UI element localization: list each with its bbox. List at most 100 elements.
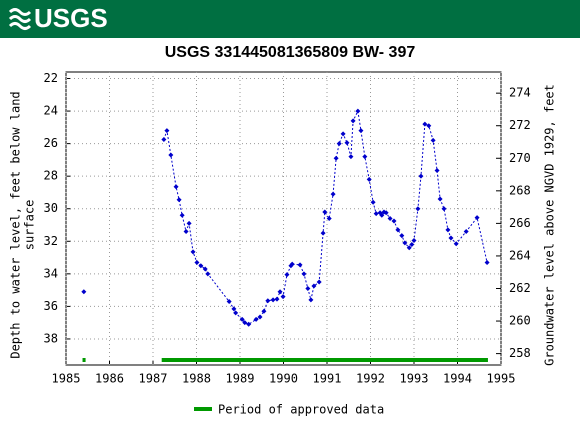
data-point — [173, 184, 179, 190]
y-tick-label: 22 — [44, 71, 58, 85]
data-point — [409, 242, 415, 248]
data-point — [463, 229, 469, 235]
y-tick-label: 36 — [44, 299, 58, 313]
header-bar — [0, 0, 580, 38]
logo-waves — [8, 8, 32, 30]
y-tick-label: 38 — [44, 331, 58, 345]
data-point — [270, 297, 276, 303]
y2-tick-label: 270 — [509, 151, 531, 165]
data-point — [274, 296, 280, 302]
data-point — [257, 314, 263, 320]
x-tick-label: 1986 — [95, 372, 124, 386]
data-point — [426, 123, 432, 129]
data-point — [437, 196, 443, 202]
data-point — [406, 245, 412, 251]
y2-tick-label: 274 — [509, 86, 531, 100]
x-tick-label: 1995 — [487, 372, 516, 386]
data-point — [194, 259, 200, 265]
data-point — [418, 173, 424, 179]
data-point — [246, 321, 252, 327]
data-point — [422, 121, 428, 127]
y-tick-label: 32 — [44, 234, 58, 248]
data-point — [362, 154, 368, 160]
x-tick-label: 1988 — [182, 372, 211, 386]
data-point — [330, 191, 336, 197]
data-point — [277, 289, 283, 295]
data-point — [161, 137, 167, 143]
data-point — [316, 279, 322, 285]
y-tick-label: 34 — [44, 266, 58, 280]
data-point — [226, 299, 232, 305]
data-point — [253, 316, 259, 322]
data-point — [391, 218, 397, 224]
data-point — [183, 229, 189, 235]
data-point — [430, 137, 436, 143]
data-point — [164, 128, 170, 134]
data-point — [395, 227, 401, 233]
data-point — [190, 249, 196, 255]
data-point — [434, 167, 440, 173]
data-point — [402, 240, 408, 246]
data-point — [453, 241, 459, 247]
data-point — [383, 210, 389, 216]
data-point — [168, 152, 174, 158]
data-point — [81, 289, 87, 295]
x-tick-label: 1992 — [356, 372, 385, 386]
y-tick-label: 24 — [44, 104, 58, 118]
data-point — [239, 316, 245, 322]
y2-tick-label: 268 — [509, 183, 531, 197]
y-tick-label: 28 — [44, 169, 58, 183]
x-tick-label: 1994 — [443, 372, 472, 386]
chart-title: USGS 331445081365809 BW- 397 — [165, 44, 416, 61]
data-point — [445, 227, 451, 233]
data-point — [366, 176, 372, 182]
y2-tick-label: 258 — [509, 346, 531, 360]
data-point — [289, 261, 295, 267]
data-point — [305, 285, 311, 291]
y-tick-label: 26 — [44, 136, 58, 150]
data-point — [348, 154, 354, 160]
data-point — [284, 272, 290, 278]
data-point — [333, 155, 339, 161]
data-point — [233, 310, 239, 316]
y2-axis-label: Groundwater level above NGVD 1929, feet — [543, 84, 557, 366]
data-point — [474, 215, 480, 221]
data-point — [336, 141, 342, 147]
x-tick-label: 1989 — [226, 372, 255, 386]
approved-period — [82, 358, 86, 362]
data-point — [355, 108, 361, 114]
data-point — [326, 216, 332, 221]
y2-tick-label: 262 — [509, 281, 531, 295]
x-tick-label: 1993 — [400, 372, 429, 386]
data-point — [358, 128, 364, 134]
data-point — [320, 230, 326, 236]
y2-tick-label: 266 — [509, 216, 531, 230]
x-tick-label: 1990 — [269, 372, 298, 386]
data-point — [297, 262, 303, 268]
data-point — [399, 233, 405, 239]
data-point — [198, 263, 204, 269]
y2-tick-label: 264 — [509, 248, 531, 262]
x-tick-label: 1991 — [313, 372, 342, 386]
data-point — [344, 140, 350, 146]
data-point — [280, 294, 286, 300]
data-point — [441, 206, 447, 212]
data-point — [308, 297, 314, 303]
x-tick-label: 1985 — [52, 372, 81, 386]
data-point — [311, 283, 317, 289]
y-axis-label: surface — [23, 200, 37, 251]
y-tick-label: 30 — [44, 201, 58, 215]
data-point — [265, 298, 271, 304]
data-point — [415, 206, 421, 212]
data-point — [448, 235, 454, 241]
data-point — [186, 220, 192, 226]
data-point — [370, 199, 376, 205]
data-point — [205, 271, 211, 277]
data-point — [179, 212, 185, 218]
data-point — [411, 237, 417, 243]
data-point — [176, 197, 182, 203]
data-point — [340, 131, 346, 137]
data-point — [379, 212, 385, 218]
data-point — [484, 259, 490, 265]
